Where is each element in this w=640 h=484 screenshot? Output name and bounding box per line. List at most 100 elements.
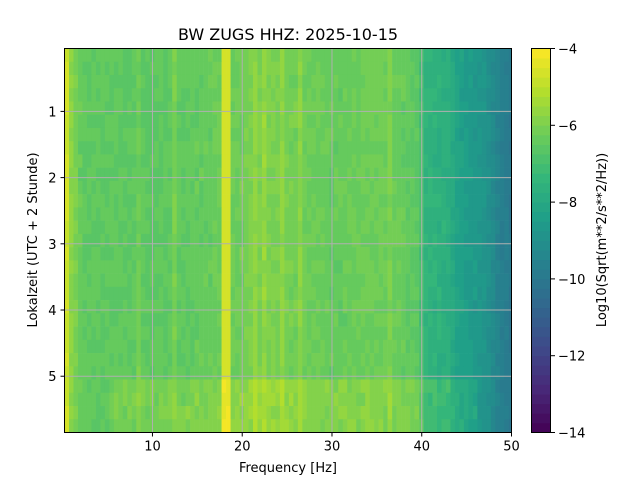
heatmap-cell [104,48,110,63]
heatmap-cell [77,300,83,314]
heatmap-cell [333,247,339,261]
heatmap-cell [95,260,101,274]
heatmap-cell [176,61,182,76]
heatmap-cell [342,207,348,221]
heatmap-cell [95,406,101,420]
heatmap-cell [181,207,186,221]
heatmap-cell [235,48,240,63]
heatmap-cell [504,61,510,76]
heatmap-cell [163,353,169,367]
heatmap-cell [432,366,438,380]
heatmap-cell [270,180,276,195]
heatmap-cell [226,339,231,354]
heatmap-cell [226,141,231,155]
heatmap-cell [217,260,222,274]
heatmap-cell [454,273,460,288]
heatmap-cell [261,48,267,63]
heatmap-cell [414,260,420,274]
heatmap-cell [508,273,512,288]
heatmap-cell [392,273,397,288]
heatmap-cell [266,154,272,168]
heatmap-cell [428,300,433,314]
heatmap-cell [428,353,433,367]
heatmap-cell [288,326,294,341]
heatmap-cell [360,141,366,155]
heatmap-cell [396,286,402,301]
heatmap-cell [468,406,474,420]
heatmap-cell [383,406,388,420]
heatmap-cell [136,366,142,380]
heatmap-cell [257,260,263,274]
heatmap-cell [230,194,236,208]
heatmap-cell [320,339,326,354]
heatmap-cell [410,88,415,102]
heatmap-cell [176,379,182,394]
heatmap-cell [297,61,303,76]
heatmap-cell [410,61,415,76]
heatmap-cell [410,273,415,288]
heatmap-cell [387,74,393,89]
heatmap-cell [131,313,137,327]
heatmap-cell [86,220,92,235]
heatmap-cell [145,300,151,314]
heatmap-cell [365,353,370,367]
heatmap-cell [131,207,137,221]
heatmap-cell [113,220,119,235]
y-tick-label: 4 [48,304,56,319]
heatmap-cell [140,127,146,142]
heatmap-cell [378,194,384,208]
heatmap-cell [199,366,204,380]
heatmap-cell [472,180,478,195]
heatmap-cell [185,392,191,407]
heatmap-cell [428,127,433,142]
heatmap-cell [221,313,227,327]
heatmap-cell [356,61,362,76]
heatmap-cell [356,48,362,63]
heatmap-cell [463,141,469,155]
heatmap-cell [212,101,218,116]
heatmap-cell [109,286,115,301]
heatmap-cell [396,339,402,354]
heatmap-cell [230,419,236,433]
heatmap-cell [311,300,317,314]
heatmap-cell [508,313,512,327]
heatmap-cell [495,286,501,301]
heatmap-cell [145,74,151,89]
heatmap-cell [365,313,370,327]
heatmap-cell [158,247,164,261]
heatmap-cell [68,233,74,248]
heatmap-cell [338,74,344,89]
heatmap-cell [356,74,362,89]
heatmap-cell [261,326,267,341]
heatmap-cell [100,141,106,155]
heatmap-cell [208,180,213,195]
heatmap-cell [279,154,285,168]
heatmap-cell [468,101,474,116]
heatmap-cell [320,101,326,116]
colorbar-tick-label: −4 [558,43,577,58]
heatmap-cell [486,61,492,76]
heatmap-cell [320,114,326,129]
heatmap-cell [508,127,512,142]
heatmap-cell [306,379,312,394]
heatmap-cell [91,233,97,248]
heatmap-cell [158,141,164,155]
heatmap-cell [432,167,438,182]
heatmap-cell [82,300,88,314]
heatmap-cell [450,167,456,182]
heatmap-cell [100,154,106,168]
heatmap-cell [495,74,501,89]
heatmap-cell [122,419,128,433]
heatmap-cell [302,313,308,327]
heatmap-cell [158,167,164,182]
heatmap-cell [288,273,294,288]
heatmap-cell [459,167,465,182]
heatmap-cell [405,61,411,76]
heatmap-cell [324,392,330,407]
heatmap-cell [109,419,115,433]
heatmap-cell [194,392,200,407]
colorbar-tick-label: −8 [558,196,577,211]
heatmap-cell [181,61,186,76]
heatmap-cell [104,167,110,182]
heatmap-cell [230,366,236,380]
